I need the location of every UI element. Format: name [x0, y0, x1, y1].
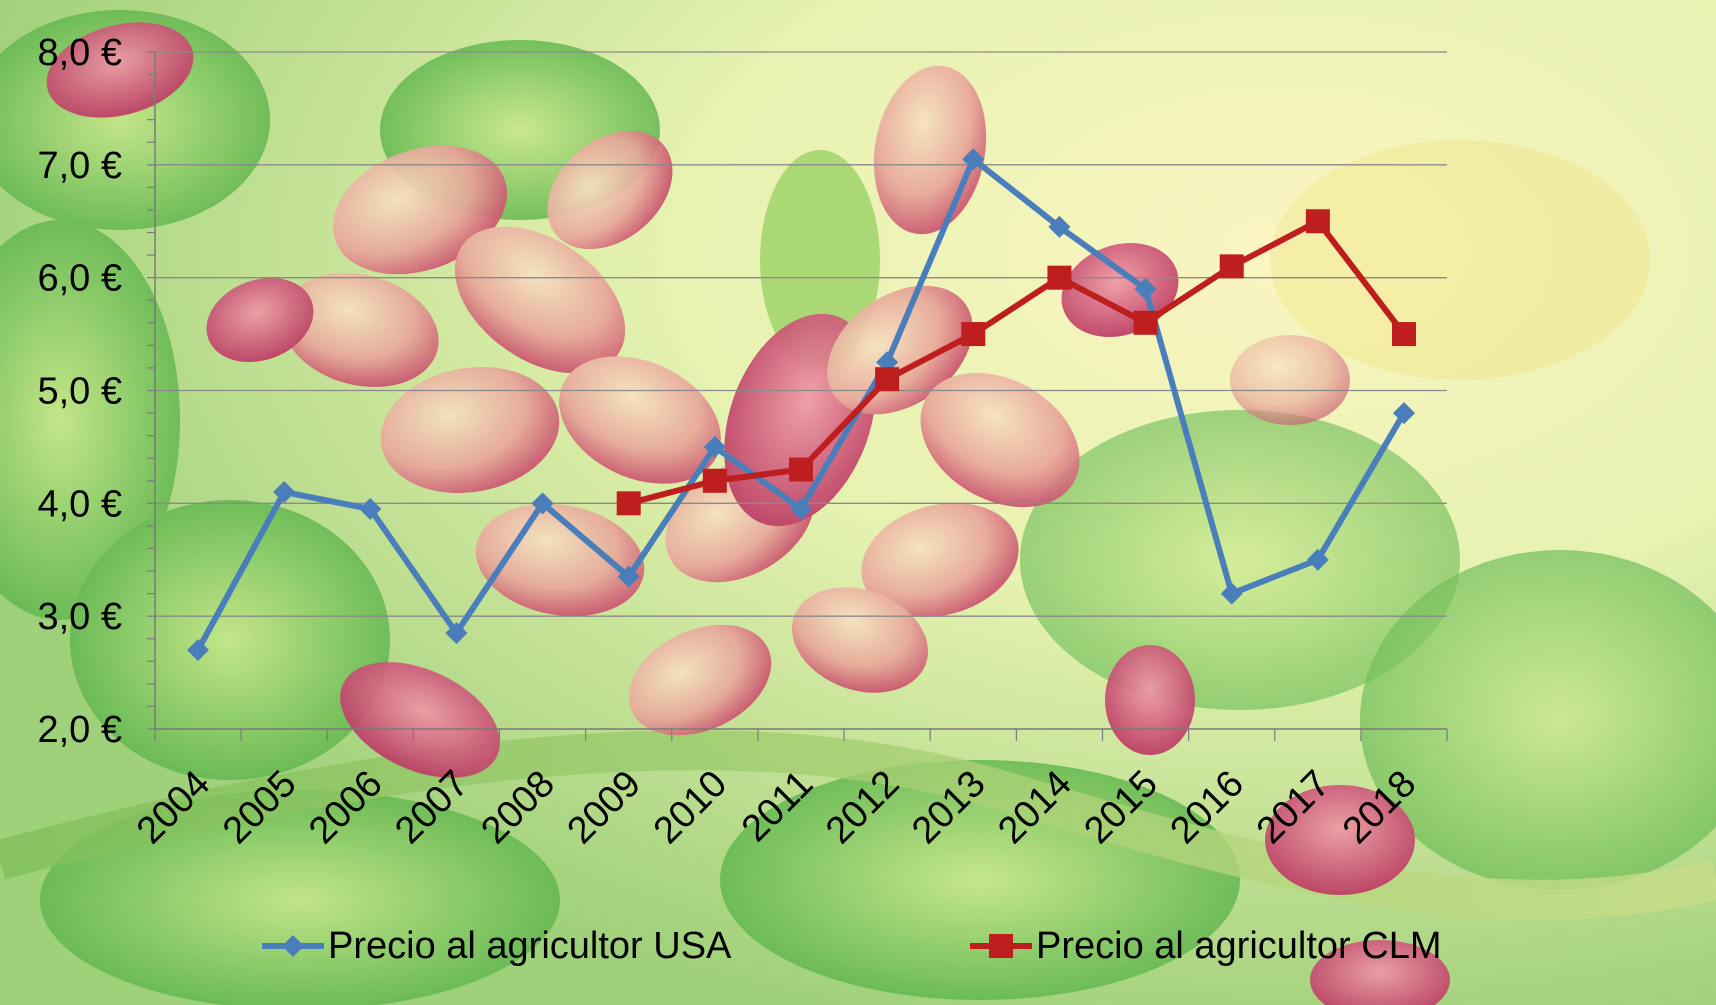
data-point [1306, 548, 1329, 571]
y-tick-label: 8,0 € [37, 32, 122, 74]
legend-item-0: Precio al agricultor USA [262, 925, 732, 967]
data-point [616, 491, 641, 516]
data-point [1305, 209, 1330, 234]
legend-marker [989, 934, 1013, 958]
data-point [702, 468, 727, 493]
data-point [875, 367, 900, 392]
data-point [187, 639, 209, 662]
legend-label: Precio al agricultor CLM [1036, 925, 1441, 967]
y-tick-label: 2,0 € [37, 709, 122, 751]
y-tick-label: 3,0 € [37, 596, 122, 638]
data-point [1048, 215, 1071, 238]
data-point [1133, 310, 1158, 335]
data-point [445, 622, 468, 645]
data-point [1392, 322, 1416, 347]
y-tick-label: 7,0 € [37, 145, 122, 187]
series-layer [187, 148, 1416, 662]
series-1 [616, 209, 1416, 516]
data-point [617, 565, 640, 588]
data-point [1393, 402, 1415, 425]
data-point [1047, 265, 1072, 290]
y-tick-label: 4,0 € [37, 483, 122, 525]
data-point [1134, 277, 1157, 300]
legend-label: Precio al agricultor USA [328, 925, 732, 967]
axes [147, 51, 1448, 741]
data-point [790, 497, 812, 520]
data-point [789, 457, 813, 482]
legend-item-1: Precio al agricultor CLM [970, 925, 1441, 967]
legend: Precio al agricultor USA Precio al agricu… [262, 925, 1441, 967]
data-point [961, 322, 986, 347]
data-point [273, 481, 296, 504]
y-tick-label: 6,0 € [37, 258, 122, 300]
series-0 [187, 148, 1415, 662]
data-point [703, 435, 726, 458]
legend-marker [282, 935, 304, 957]
y-axis-tick-labels: 2,0 € 3,0 € 4,0 € 5,0 € 6,0 € 7,0 € 8,0 € [37, 32, 122, 751]
data-point [1220, 582, 1243, 605]
data-point [359, 497, 382, 520]
data-point [1219, 254, 1244, 279]
series-line-1 [627, 218, 1407, 507]
data-point [962, 148, 985, 171]
y-tick-label: 5,0 € [37, 371, 122, 413]
data-point [531, 492, 554, 515]
